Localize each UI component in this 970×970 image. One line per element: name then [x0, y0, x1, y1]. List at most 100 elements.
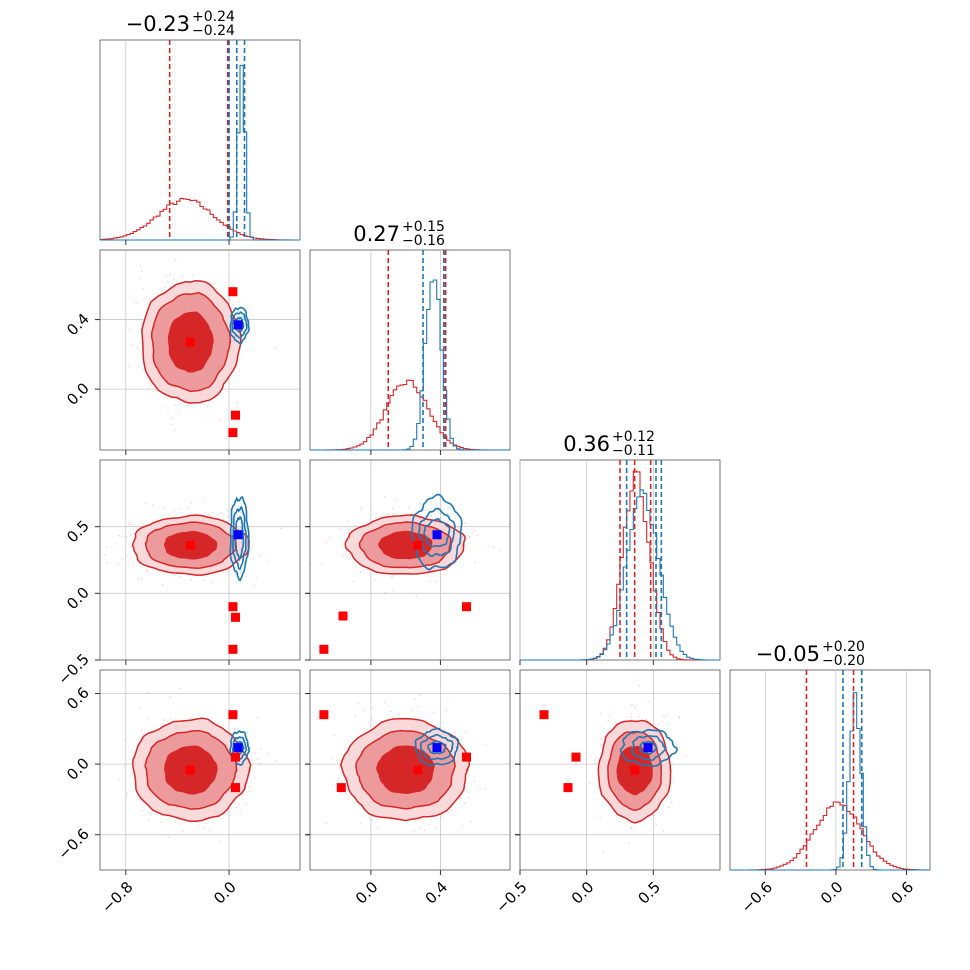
sample-point-red	[432, 711, 435, 713]
sample-point-red	[236, 406, 239, 408]
sample-point-red	[618, 820, 621, 823]
hist-blue	[520, 489, 720, 661]
sample-point-red	[628, 842, 630, 844]
sample-point-red	[600, 738, 602, 740]
contour-blue-level-3	[229, 495, 250, 582]
sample-point-red	[140, 270, 143, 273]
sample-point-red	[130, 521, 132, 523]
sample-point-blue	[435, 724, 438, 727]
x-tick-label: 0.0	[210, 878, 240, 908]
sample-point-red	[435, 827, 438, 829]
sample-point-red	[344, 792, 347, 794]
sample-point-red	[603, 736, 605, 738]
sample-point-blue	[447, 520, 449, 522]
sample-point-red	[173, 509, 175, 512]
sample-point-red	[220, 840, 222, 843]
hist-title-lower: −0.11	[612, 443, 655, 459]
sample-point-red	[594, 762, 597, 765]
sample-point-red	[236, 420, 238, 423]
sample-point-blue	[237, 310, 239, 313]
marker-square-red	[185, 540, 195, 550]
contour-blue-level-2	[231, 311, 248, 339]
sample-point-red	[207, 421, 209, 424]
x-tick-label: 0.5	[634, 878, 664, 908]
x-tick-label: −0.8	[98, 878, 136, 916]
sample-point-red	[173, 278, 175, 280]
sample-point-red	[329, 536, 331, 538]
sample-point-red	[631, 704, 633, 706]
sample-point-red	[419, 827, 422, 830]
sample-point-blue	[447, 513, 449, 516]
sample-point-red	[450, 809, 453, 812]
sample-point-red	[391, 512, 394, 515]
sample-point-red	[212, 511, 214, 514]
contour-blue-level-2	[630, 735, 667, 762]
sample-point-red	[333, 734, 336, 737]
sample-point-red	[647, 700, 650, 703]
contour-blue-level-3	[619, 728, 678, 767]
sample-point-red	[447, 699, 449, 702]
sample-point-red	[96, 808, 98, 810]
sample-point-red	[165, 406, 167, 408]
y-tick-label: 0.0	[63, 754, 93, 784]
sample-point-red	[445, 709, 448, 712]
sample-point-red	[128, 328, 131, 331]
sample-point-red	[165, 274, 167, 277]
sample-point-red	[150, 384, 152, 387]
sample-point-red	[275, 759, 278, 762]
sample-point-red	[347, 520, 349, 523]
sample-point-red	[308, 743, 310, 745]
sample-point-red	[125, 535, 128, 538]
contour-blue-level-1	[426, 740, 447, 755]
y-tick-label: −0.6	[54, 825, 92, 863]
sample-point-red	[137, 578, 140, 581]
marker-square-blue	[432, 530, 442, 540]
sample-point-red	[364, 709, 366, 712]
sample-point-blue	[237, 560, 240, 563]
sample-point-red	[485, 744, 487, 746]
panel-frame	[99, 39, 301, 241]
sample-point-blue	[434, 571, 436, 574]
marker-square-red	[231, 752, 240, 762]
sample-point-blue	[430, 514, 433, 517]
sample-point-red	[240, 809, 242, 811]
x-tick-label: −0.5	[492, 878, 530, 916]
sample-point-red	[227, 571, 229, 573]
x-tick-label: 0.0	[817, 878, 847, 908]
sample-point-red	[173, 429, 176, 432]
sample-point-red	[360, 507, 363, 509]
marker-square-red	[630, 765, 640, 775]
sample-point-red	[238, 803, 240, 805]
sample-point-red	[608, 714, 611, 716]
sample-point-red	[135, 302, 137, 305]
marker-square-red	[231, 612, 240, 622]
sample-point-red	[476, 534, 479, 536]
marker-square-red	[228, 428, 238, 438]
sample-point-red	[129, 545, 131, 548]
marker-square-red	[413, 765, 423, 775]
marker-square-blue	[432, 743, 442, 753]
hist-red	[730, 801, 930, 871]
sample-point-red	[671, 801, 673, 804]
sample-point-blue	[667, 746, 669, 748]
sample-point-blue	[236, 314, 239, 317]
sample-point-red	[236, 402, 238, 404]
sample-point-red	[220, 512, 223, 514]
x-tick-label: 0.4	[422, 878, 452, 908]
sample-point-red	[167, 836, 170, 838]
sample-point-red	[122, 558, 124, 561]
pair-panel-3-0	[96, 669, 301, 871]
sample-point-blue	[418, 503, 421, 505]
sample-point-red	[209, 829, 211, 832]
marker-square-red	[571, 752, 581, 762]
sample-point-red	[222, 518, 225, 521]
marker-square-red	[539, 710, 549, 720]
sample-point-red	[451, 525, 453, 527]
sample-point-red	[208, 514, 210, 516]
sample-point-red	[599, 744, 602, 747]
sample-point-red	[371, 717, 373, 719]
sample-point-red	[144, 502, 147, 505]
sample-point-red	[602, 851, 604, 853]
sample-point-red	[210, 582, 213, 584]
sample-point-red	[392, 507, 394, 510]
